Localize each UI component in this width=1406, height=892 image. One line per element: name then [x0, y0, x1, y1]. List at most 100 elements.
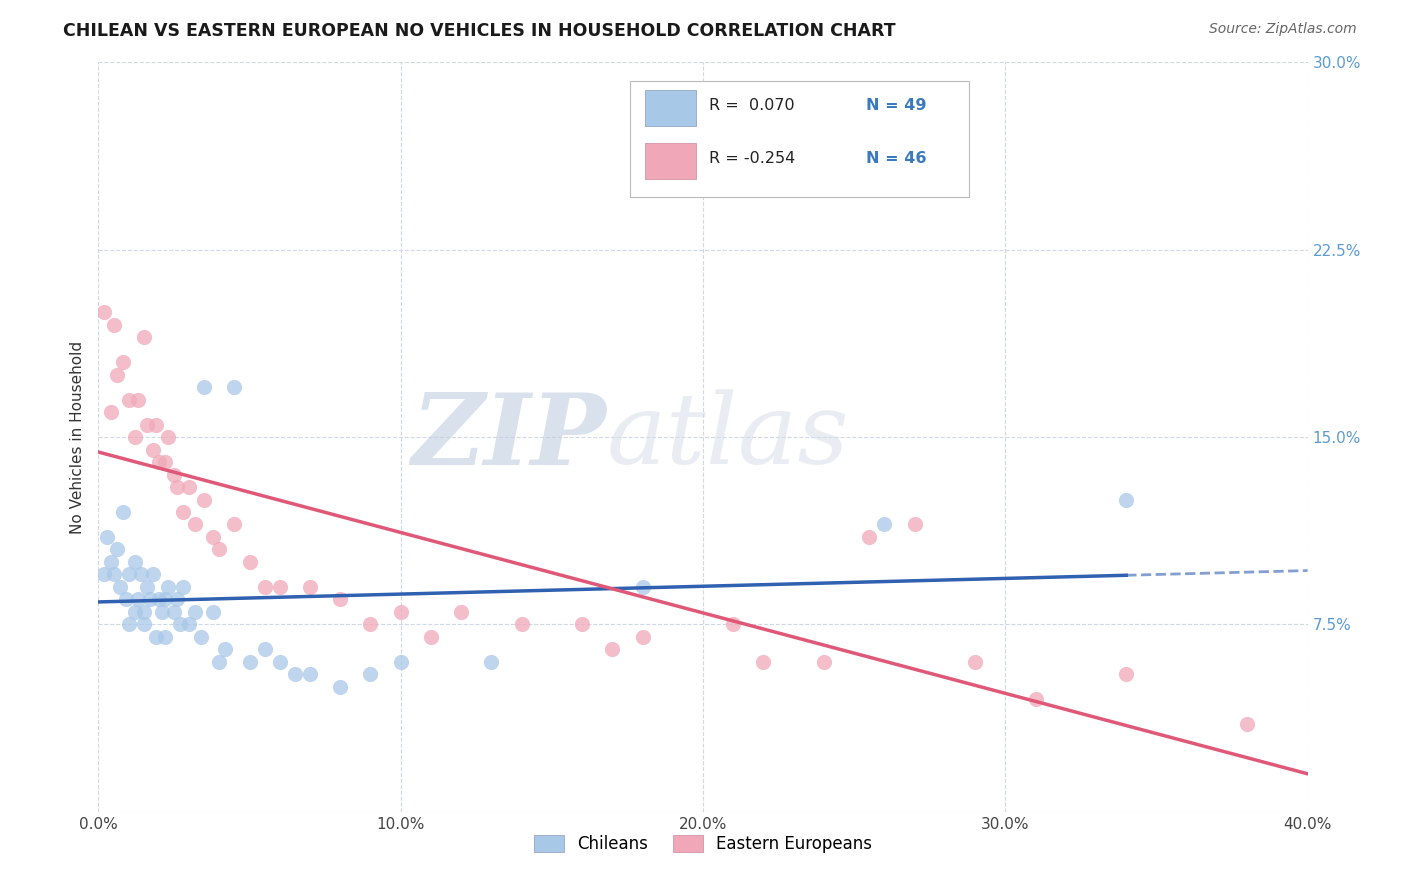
Point — [118, 617, 141, 632]
Point — [118, 392, 141, 407]
Point — [108, 580, 131, 594]
Point — [1115, 667, 1137, 681]
Point — [360, 617, 382, 632]
Point — [156, 430, 179, 444]
FancyBboxPatch shape — [630, 81, 969, 197]
Point — [360, 667, 382, 681]
Point — [813, 655, 835, 669]
Point — [153, 630, 176, 644]
Point — [135, 417, 157, 432]
Point — [105, 542, 128, 557]
Point — [1236, 717, 1258, 731]
Point — [208, 542, 231, 557]
Point — [124, 430, 146, 444]
Text: atlas: atlas — [606, 390, 849, 484]
Point — [190, 630, 212, 644]
Point — [163, 605, 186, 619]
Point — [202, 605, 225, 619]
Text: ZIP: ZIP — [412, 389, 606, 485]
Point — [193, 380, 215, 394]
Point — [253, 642, 276, 657]
Point — [148, 592, 170, 607]
Y-axis label: No Vehicles in Household: No Vehicles in Household — [70, 341, 86, 533]
Point — [129, 567, 152, 582]
Point — [127, 392, 149, 407]
Point — [135, 580, 157, 594]
Point — [139, 592, 162, 607]
Point — [132, 605, 155, 619]
Point — [202, 530, 225, 544]
Point — [127, 592, 149, 607]
Point — [269, 655, 291, 669]
Point — [132, 330, 155, 344]
Point — [723, 617, 745, 632]
Point — [389, 605, 412, 619]
Point — [103, 318, 125, 332]
Point — [1024, 692, 1046, 706]
Legend: Chileans, Eastern Europeans: Chileans, Eastern Europeans — [527, 828, 879, 860]
Point — [269, 580, 291, 594]
Point — [752, 655, 775, 669]
Point — [153, 592, 176, 607]
Point — [169, 617, 191, 632]
Point — [166, 592, 188, 607]
Point — [145, 417, 167, 432]
FancyBboxPatch shape — [645, 90, 696, 126]
Point — [208, 655, 231, 669]
Point — [858, 530, 880, 544]
Point — [114, 592, 136, 607]
Point — [253, 580, 276, 594]
Point — [145, 630, 167, 644]
Point — [450, 605, 472, 619]
Point — [299, 667, 322, 681]
Text: R = -0.254: R = -0.254 — [709, 151, 796, 166]
Point — [148, 455, 170, 469]
Point — [96, 530, 118, 544]
Point — [904, 517, 927, 532]
Point — [111, 355, 134, 369]
Point — [184, 517, 207, 532]
Text: R =  0.070: R = 0.070 — [709, 98, 794, 113]
Point — [103, 567, 125, 582]
Point — [166, 480, 188, 494]
Point — [299, 580, 322, 594]
Point — [239, 655, 262, 669]
Point — [481, 655, 503, 669]
Point — [105, 368, 128, 382]
Point — [118, 567, 141, 582]
Point — [631, 630, 654, 644]
Point — [156, 580, 179, 594]
Point — [224, 380, 246, 394]
Point — [571, 617, 593, 632]
Point — [100, 555, 122, 569]
Point — [873, 517, 896, 532]
Point — [153, 455, 176, 469]
Point — [329, 592, 352, 607]
Point — [389, 655, 412, 669]
Point — [224, 517, 246, 532]
Point — [163, 467, 186, 482]
Point — [93, 305, 115, 319]
Text: CHILEAN VS EASTERN EUROPEAN NO VEHICLES IN HOUSEHOLD CORRELATION CHART: CHILEAN VS EASTERN EUROPEAN NO VEHICLES … — [63, 22, 896, 40]
Point — [124, 605, 146, 619]
Text: Source: ZipAtlas.com: Source: ZipAtlas.com — [1209, 22, 1357, 37]
Point — [100, 405, 122, 419]
Point — [93, 567, 115, 582]
Point — [142, 442, 165, 457]
Point — [214, 642, 236, 657]
Point — [510, 617, 533, 632]
Point — [179, 480, 201, 494]
Point — [150, 605, 173, 619]
Point — [184, 605, 207, 619]
Text: N = 46: N = 46 — [866, 151, 927, 166]
Point — [965, 655, 987, 669]
Point — [284, 667, 307, 681]
Point — [179, 617, 201, 632]
Point — [420, 630, 443, 644]
Point — [124, 555, 146, 569]
Point — [172, 505, 194, 519]
Point — [132, 617, 155, 632]
Point — [631, 580, 654, 594]
Point — [602, 642, 624, 657]
Point — [142, 567, 165, 582]
